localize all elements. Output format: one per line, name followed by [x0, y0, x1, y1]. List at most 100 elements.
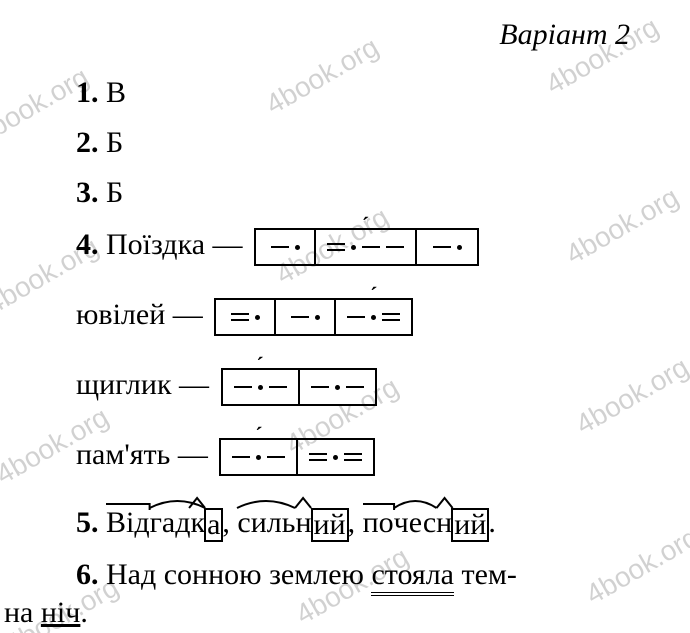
separator: .	[488, 506, 496, 539]
q3-line: 3. Б	[40, 178, 123, 208]
dash-mark	[347, 316, 365, 318]
morph-root: гадк	[150, 508, 205, 542]
dash-mark	[267, 456, 285, 458]
q4-scheme-3: ´	[219, 438, 375, 476]
morph-ending: ий	[451, 508, 489, 542]
morph-prefix: Від	[106, 508, 150, 542]
eq-mark	[382, 313, 400, 321]
eq-mark	[231, 313, 249, 321]
dot-mark	[295, 245, 300, 250]
scheme-cell	[417, 230, 477, 264]
dash-mark	[232, 456, 250, 458]
scheme-cell: ´	[336, 300, 411, 334]
morph-prefix: по	[363, 508, 394, 542]
q4-line-1: ювілей — ´	[40, 298, 413, 336]
eq-mark	[309, 453, 327, 461]
q4-word-1: ювілей	[76, 298, 165, 331]
dash-mark	[311, 386, 329, 388]
q6-predicate: стояла	[371, 558, 454, 596]
q4-dash-2: —	[172, 368, 217, 401]
q4-line-0: 4. Поїздка — ´	[40, 228, 479, 266]
q1-line: 1. В	[40, 78, 126, 108]
morph-root: чес	[394, 508, 436, 542]
q2-num: 2.	[76, 126, 99, 159]
watermark: 4book.org	[560, 181, 684, 271]
worksheet-page: Варіант 2 1. В 2. Б 3. Б 4. Поїздка — ´ …	[0, 0, 690, 633]
q6-line1: 6. Над сонною землею стояла тем-	[40, 560, 517, 590]
q4-dash-0: —	[205, 228, 250, 261]
dash-mark	[234, 386, 252, 388]
q4-word-2: щиглик	[76, 368, 172, 401]
dot-mark	[333, 455, 338, 460]
q4-scheme-1: ´	[214, 298, 413, 336]
q4-num: 4.	[76, 228, 99, 261]
morph-ending: ий	[311, 508, 349, 542]
morph-root: силь	[237, 508, 295, 542]
q6-line2: на ніч.	[4, 598, 88, 628]
separator: ,	[222, 506, 237, 539]
scheme-cell	[256, 230, 316, 264]
stress-mark: ´	[256, 354, 263, 376]
scheme-cell: ´	[223, 370, 300, 404]
scheme-cell: ´	[316, 230, 417, 264]
q2-line: 2. Б	[40, 128, 123, 158]
dash-mark	[386, 246, 404, 248]
scheme-cell	[276, 300, 336, 334]
scheme-cell	[298, 440, 373, 474]
q4-line-3: пам'ять — ´	[40, 438, 375, 476]
q4-word-0: Поїздка	[106, 228, 205, 261]
q2-ans: Б	[106, 126, 123, 159]
dash-mark	[433, 246, 451, 248]
watermark: 4book.org	[580, 521, 690, 611]
separator: ,	[348, 506, 363, 539]
q5-num: 5.	[76, 506, 99, 539]
q1-num: 1.	[76, 76, 99, 109]
dot-mark	[457, 245, 462, 250]
scheme-cell: ´	[221, 440, 298, 474]
dash-mark	[269, 386, 287, 388]
eq-mark	[344, 453, 362, 461]
morph-suffix: н	[295, 508, 311, 542]
q4-dash-1: —	[165, 298, 210, 331]
watermark: 4book.org	[570, 351, 690, 441]
dash-mark	[291, 316, 309, 318]
q6-post2: .	[80, 596, 88, 629]
q4-word-3: пам'ять	[76, 438, 170, 471]
stress-mark: ´	[255, 424, 262, 446]
stress-mark: ´	[370, 284, 377, 306]
dash-mark	[346, 386, 364, 388]
eq-mark	[327, 243, 345, 251]
q3-num: 3.	[76, 176, 99, 209]
dot-mark	[371, 315, 376, 320]
q6-num: 6.	[76, 558, 99, 591]
variant-label: Варіант 2	[499, 18, 630, 52]
morph-ending: а	[204, 508, 223, 542]
q6-pre2: на	[4, 596, 41, 629]
scheme-cell	[216, 300, 276, 334]
morph-suffix: н	[436, 508, 452, 542]
dash-mark	[362, 246, 380, 248]
morph-word: Відгадка	[106, 508, 222, 542]
dot-mark	[255, 315, 260, 320]
scheme-cell	[300, 370, 375, 404]
stress-mark: ´	[362, 214, 369, 236]
q4-dash-3: —	[170, 438, 215, 471]
dot-mark	[258, 385, 263, 390]
q6-post1: тем-	[454, 558, 517, 591]
dash-mark	[271, 246, 289, 248]
dot-mark	[315, 315, 320, 320]
dot-mark	[351, 245, 356, 250]
q5-words: Відгадка, сильний, почесний.	[106, 506, 496, 539]
watermark: 4book.org	[260, 31, 384, 121]
morph-word: сильний	[237, 508, 347, 542]
q3-ans: Б	[106, 176, 123, 209]
q6-pre1: Над сонною землею	[106, 558, 371, 591]
q5-line: 5. Відгадка, сильний, почесний.	[40, 508, 496, 542]
q4-line-2: щиглик — ´	[40, 368, 377, 406]
q6-subject: ніч	[41, 596, 80, 629]
dot-mark	[256, 455, 261, 460]
dot-mark	[335, 385, 340, 390]
morph-word: почесний	[363, 508, 489, 542]
q1-ans: В	[106, 76, 126, 109]
q4-scheme-0: ´	[254, 228, 479, 266]
